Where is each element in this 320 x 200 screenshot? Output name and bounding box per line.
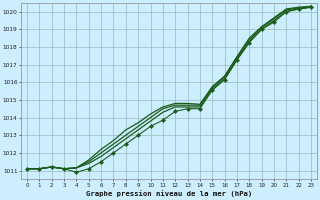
X-axis label: Graphe pression niveau de la mer (hPa): Graphe pression niveau de la mer (hPa): [86, 190, 252, 197]
